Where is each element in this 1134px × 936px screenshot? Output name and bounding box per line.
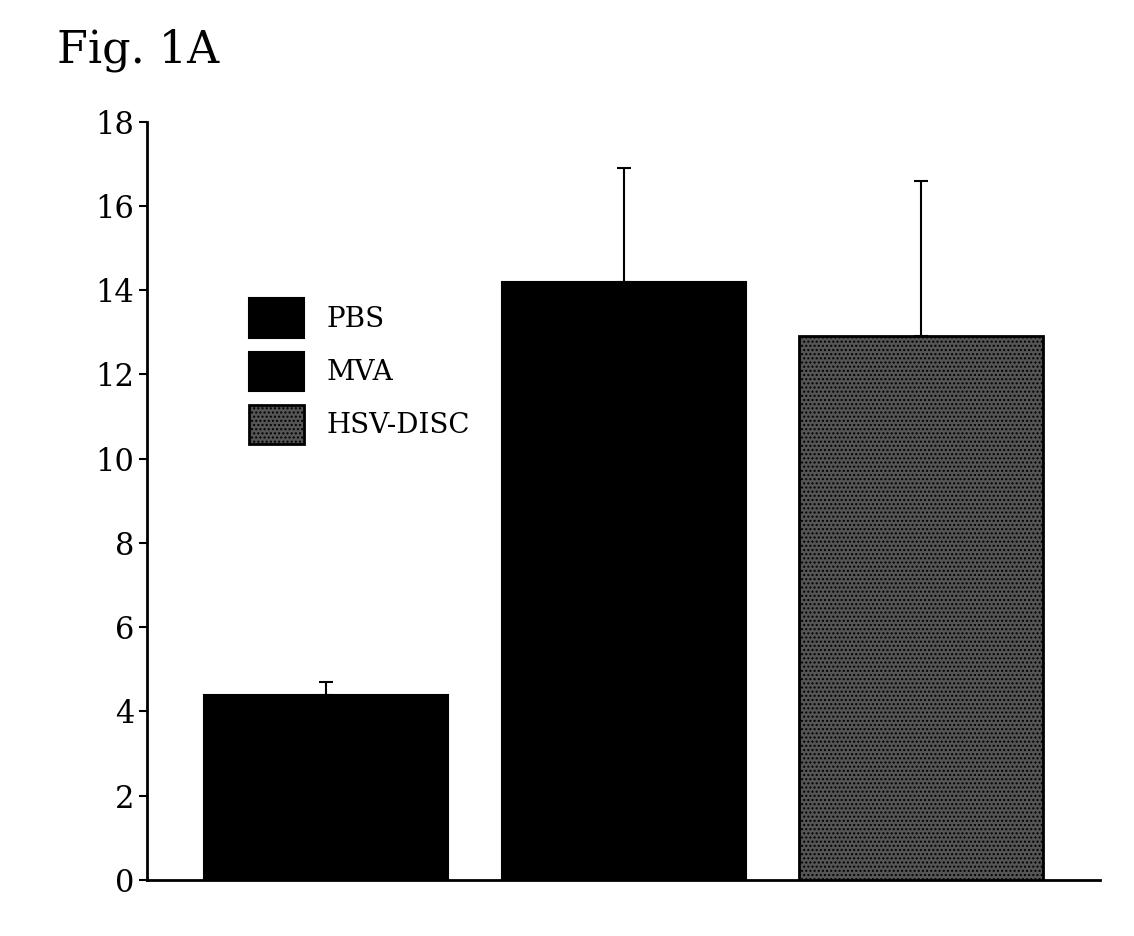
Bar [501,282,746,880]
Bar [204,695,448,880]
Text: Fig. 1A: Fig. 1A [57,28,219,71]
Legend: PBS, MVA, HSV-DISC: PBS, MVA, HSV-DISC [237,287,481,455]
Bar [799,336,1043,880]
